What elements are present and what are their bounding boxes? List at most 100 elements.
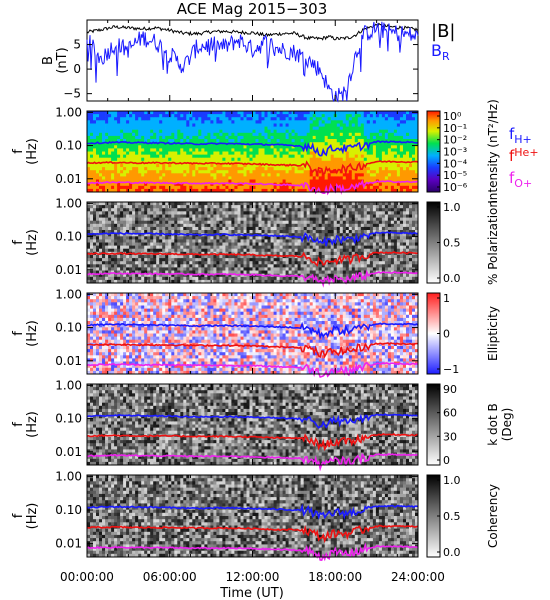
heatmap-cell [294,267,298,271]
heatmap-cell [285,261,289,265]
heatmap-cell [171,220,175,225]
heatmap-cell [192,230,196,234]
heatmap-cell [276,230,280,234]
heatmap-cell [237,226,241,231]
heatmap-cell [165,132,169,137]
heatmap-cell [366,167,371,171]
heatmap-cell [105,276,109,281]
heatmap-cell [99,236,103,240]
heatmap-cell [195,276,199,281]
heatmap-cell [291,151,295,155]
heatmap-cell [195,164,199,168]
heatmap-cell [348,145,353,149]
heatmap-cell [390,188,395,193]
heatmap-cell [135,188,139,193]
heatmap-cell [123,205,127,209]
heatmap-cell [267,211,271,215]
heatmap-cell [369,114,374,118]
heatmap-cell [156,170,160,174]
heatmap-cell [246,179,250,183]
heatmap-cell [114,173,118,177]
heatmap-cell [216,208,220,212]
heatmap-cell [213,220,217,225]
heatmap-cell [174,179,178,183]
heatmap-cell [273,120,277,124]
heatmap-cell [315,126,320,131]
heatmap-cell [132,145,136,149]
heatmap-cell [270,185,274,190]
heatmap-cell [264,176,268,180]
heatmap-cell [156,230,160,234]
heatmap-cell [177,132,181,137]
heatmap-cell [171,270,175,274]
heatmap-cell [201,135,205,140]
heatmap-cell [132,151,136,155]
heatmap-cell [273,205,277,209]
heatmap-cell [348,148,353,152]
heatmap-cell [192,167,196,171]
heatmap-cell [195,205,199,209]
heatmap-cell [225,182,229,187]
heatmap-cell [240,226,244,231]
heatmap-cell [207,220,211,225]
heatmap-cell [390,123,395,127]
heatmap-cell [270,217,274,222]
heatmap-cell [150,211,154,215]
heatmap-cell [90,132,94,137]
heatmap-cell [165,211,169,215]
heatmap-cell [144,270,148,274]
heatmap-cell [294,120,298,124]
heatmap-cell [216,217,220,222]
heatmap-cell [264,151,268,155]
heatmap-cell [345,182,350,187]
heatmap-cell [102,220,106,225]
heatmap-cell [141,135,145,140]
heatmap-cell [135,176,139,180]
heatmap-cell [354,132,359,137]
heatmap-cell [201,170,205,174]
heatmap-cell [222,139,226,143]
heatmap-cell [336,135,341,140]
heatmap-cell [204,114,208,118]
heatmap-cell [171,261,175,265]
heatmap-cell [415,117,419,121]
heatmap-cell [90,117,94,121]
heatmap-cell [234,261,238,265]
heatmap-cell [99,205,103,209]
heatmap-cell [198,173,202,177]
heatmap-cell [252,248,256,253]
heatmap-cell [147,273,151,278]
heatmap-cell [228,126,232,131]
heatmap-cell [171,170,175,174]
heatmap-cell [303,261,308,265]
heatmap-cell [237,205,241,209]
heatmap-cell [409,111,413,115]
heatmap-cell [264,179,268,183]
heatmap-cell [138,151,142,155]
heatmap-cell [406,135,410,140]
heatmap-cell [144,142,148,146]
heatmap-cell [204,188,208,193]
heatmap-cell [228,148,232,152]
heatmap-cell [147,123,151,127]
heatmap-cell [189,205,193,209]
heatmap-cell [195,230,199,234]
heatmap-cell [171,126,175,131]
heatmap-cell [114,230,118,234]
heatmap-cell [147,114,151,118]
heatmap-cell [412,129,416,134]
heatmap-cell [180,151,184,155]
heatmap-cell [102,148,106,152]
heatmap-cell [291,170,295,174]
gyro-He-line [86,160,419,178]
heatmap-cell [153,233,157,237]
heatmap-cell [114,151,118,155]
heatmap-cell [144,214,148,218]
heatmap-cell [279,270,283,274]
heatmap-cell [180,123,184,127]
heatmap-cell [180,267,184,271]
heatmap-cell [165,173,169,177]
heatmap-cell [135,170,139,174]
heatmap-cell [204,111,208,115]
heatmap-cell [141,126,145,131]
